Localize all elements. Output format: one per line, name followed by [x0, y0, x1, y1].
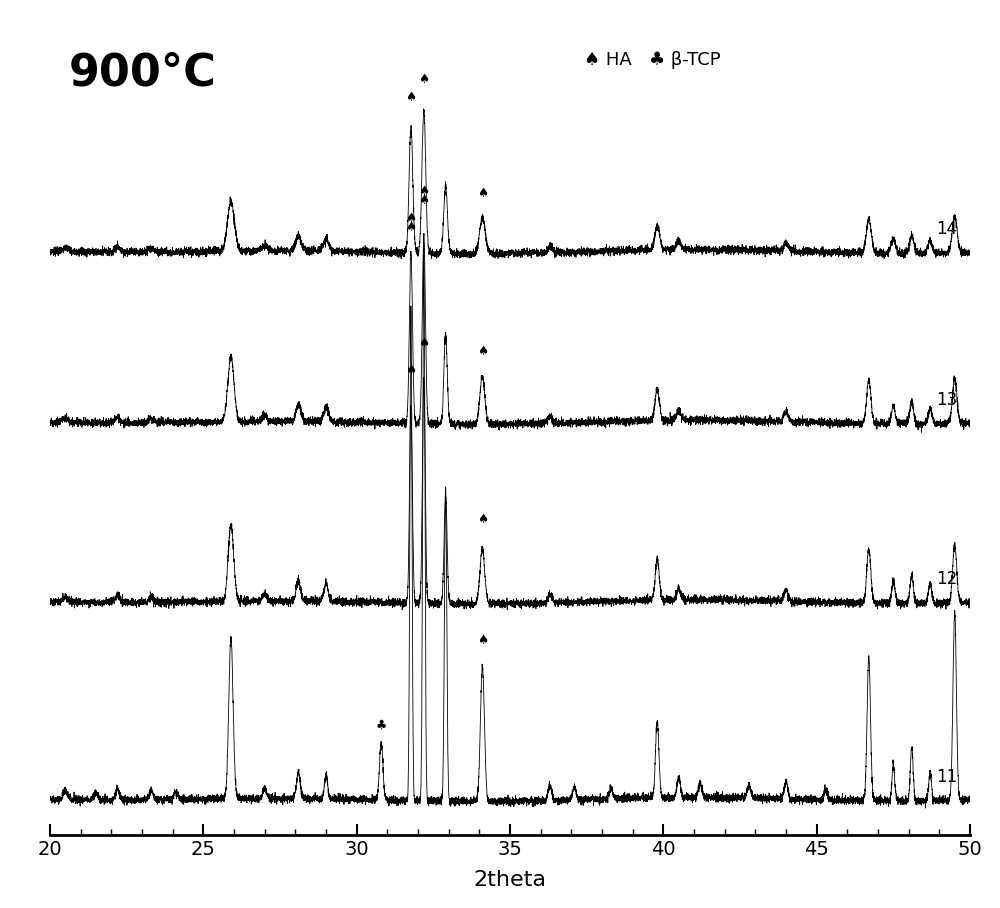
Text: ♠: ♠ [405, 212, 417, 225]
Text: ♠: ♠ [405, 364, 417, 378]
Text: ♠: ♠ [477, 187, 488, 200]
Text: ♠: ♠ [405, 91, 417, 104]
Text: 13: 13 [936, 390, 958, 409]
Text: ♠: ♠ [418, 73, 429, 85]
Text: ♠: ♠ [477, 634, 488, 646]
Text: 14: 14 [937, 221, 958, 238]
Text: ♠ HA   ♣ β-TCP: ♠ HA ♣ β-TCP [584, 52, 720, 70]
Text: ♠: ♠ [418, 193, 429, 207]
X-axis label: 2theta: 2theta [474, 871, 546, 891]
Text: 11: 11 [936, 768, 958, 786]
Text: 900°C: 900°C [68, 52, 216, 94]
Text: 12: 12 [936, 570, 958, 588]
Text: ♠: ♠ [418, 185, 429, 198]
Text: ♠: ♠ [405, 221, 417, 233]
Text: ♠: ♠ [477, 513, 488, 526]
Text: ♠: ♠ [477, 345, 488, 358]
Text: ♠: ♠ [418, 338, 429, 350]
Text: ♣: ♣ [376, 719, 387, 732]
